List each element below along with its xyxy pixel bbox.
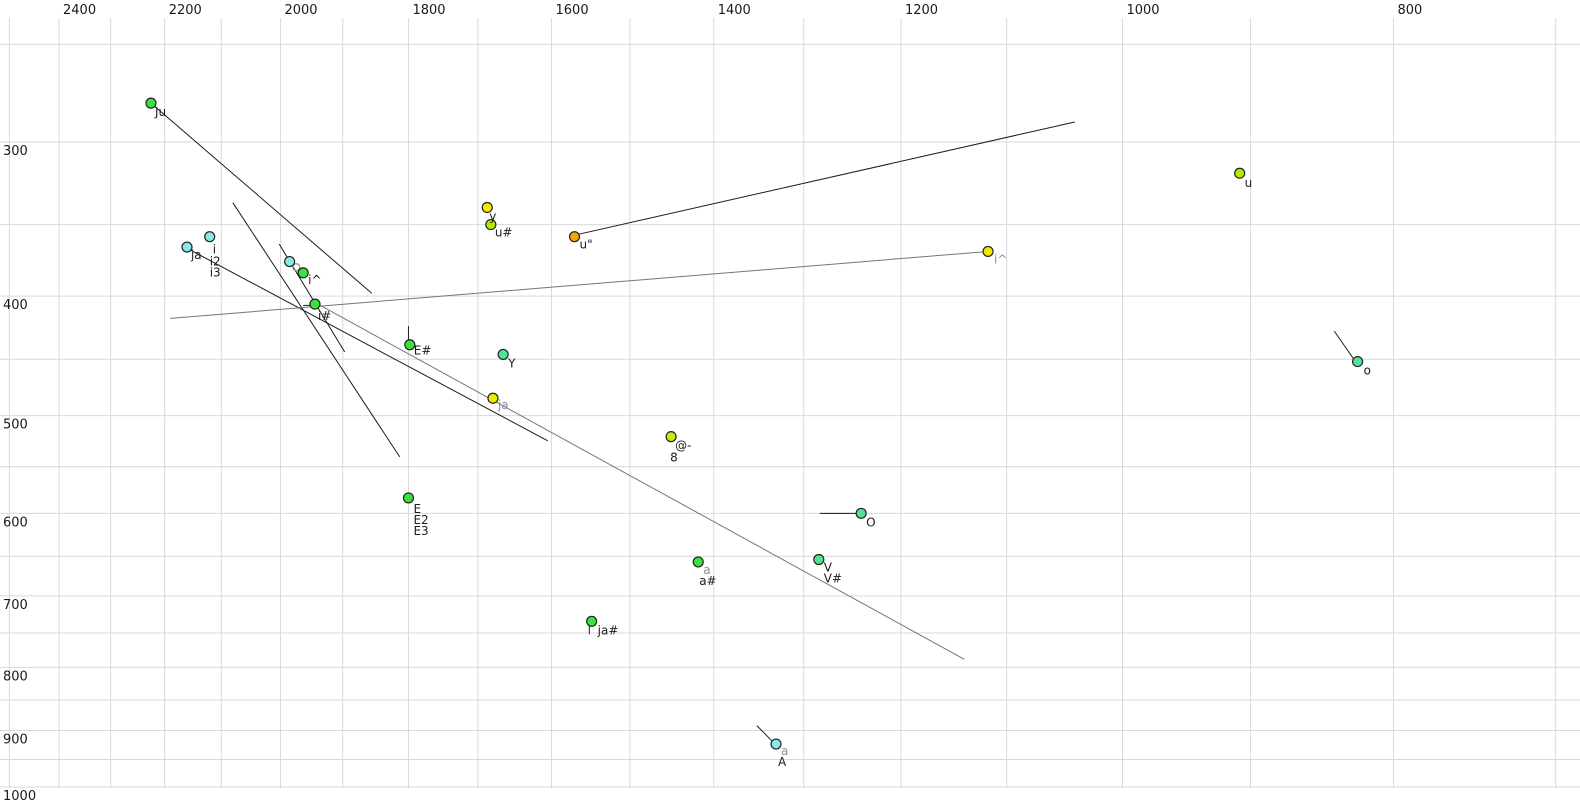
data-point-schwa[interactable]: [665, 431, 677, 443]
axis-layer: 2400 2200 2000 1800 1600 1400 1200 1000 800 300 40…: [3, 3, 1422, 800]
trajectory-line: [312, 301, 965, 660]
point-label: i^: [308, 273, 321, 287]
point-label: A: [778, 755, 787, 769]
trajectory-line: [187, 248, 548, 442]
trajectory-line: [232, 202, 401, 458]
data-point-Ju[interactable]: [145, 97, 157, 109]
x-axis-tick-label: 2200: [169, 3, 202, 18]
trajectory-line: [170, 250, 989, 319]
point-label: V: [824, 560, 833, 574]
trajectory-layer: [150, 102, 1356, 743]
x-axis-tick-label: 2400: [63, 3, 96, 18]
point-label: i#: [318, 309, 331, 323]
point-label: i2: [210, 255, 221, 269]
x-axis-tick-label: 1400: [718, 3, 751, 18]
y-axis-tick-label: 900: [3, 733, 28, 748]
point-layer: [145, 97, 1364, 750]
data-point-O[interactable]: [855, 507, 867, 519]
data-point-u-uml[interactable]: [568, 231, 581, 243]
data-point-u-sharp[interactable]: [485, 218, 497, 231]
data-point-a-sharp[interactable]: [692, 556, 704, 568]
y-axis-tick-label: 300: [3, 144, 28, 159]
point-label: u#: [495, 226, 513, 240]
y-axis-tick-label: 700: [3, 598, 28, 613]
point-label: y: [489, 209, 496, 223]
point-label: Ju: [154, 105, 166, 119]
data-point-i[interactable]: [204, 231, 216, 243]
point-label: i: [213, 243, 216, 257]
point-label: E: [413, 502, 421, 516]
point-label: Y: [507, 356, 516, 370]
data-point-u[interactable]: [1234, 167, 1246, 179]
point-label: i^: [994, 252, 1007, 266]
y-axis-tick-label: 400: [3, 298, 28, 313]
point-label: ja#: [597, 623, 619, 637]
open-ring-marker[interactable]: [292, 263, 301, 272]
data-point-V-sharp[interactable]: [813, 553, 825, 566]
point-label: u: [1245, 176, 1253, 190]
point-label: O: [866, 515, 875, 529]
data-point-E-sharp[interactable]: [404, 339, 416, 351]
point-label: E2: [413, 513, 428, 527]
data-point-A[interactable]: [770, 738, 782, 750]
trajectory-line: [150, 102, 373, 294]
point-label: ja: [190, 248, 202, 262]
point-label: E3: [413, 524, 428, 538]
data-point-ja1[interactable]: [181, 241, 193, 253]
point-label: @-: [675, 439, 691, 453]
y-axis-tick-label: 600: [3, 515, 28, 530]
data-point-i-hat-y[interactable]: [982, 245, 994, 258]
x-axis-tick-label: 2000: [284, 3, 317, 18]
point-label: a#: [699, 574, 716, 588]
point-label: i3: [210, 266, 221, 280]
x-axis-tick-label: 1000: [1126, 3, 1159, 18]
point-label: V#: [824, 571, 842, 585]
point-label: u": [580, 238, 593, 252]
trajectory-line: [1333, 330, 1356, 361]
point-label: ja: [497, 398, 509, 412]
grid-layer: [0, 18, 1580, 788]
trajectory-line: [574, 121, 1075, 236]
data-point-o[interactable]: [1352, 355, 1364, 368]
data-point-ja2[interactable]: [487, 392, 499, 404]
x-axis-tick-label: 1800: [412, 3, 445, 18]
data-point-i-sharp[interactable]: [309, 298, 321, 310]
data-point-E[interactable]: [402, 492, 415, 504]
data-point-ja-sharp[interactable]: [586, 615, 598, 627]
point-label: o: [1364, 364, 1371, 378]
y-axis-tick-label: 800: [3, 669, 28, 684]
point-label: E#: [414, 344, 432, 358]
data-point-i-hat-g[interactable]: [297, 267, 309, 279]
y-axis-tick-label: 1000: [3, 789, 36, 800]
trajectory-line: [756, 725, 774, 743]
y-axis-tick-label: 500: [3, 418, 28, 433]
point-label: 8: [670, 451, 678, 465]
data-point-y[interactable]: [481, 201, 493, 214]
x-axis-tick-label: 800: [1398, 3, 1423, 18]
data-point-i-cyan[interactable]: [284, 255, 296, 268]
point-label: a: [703, 563, 710, 577]
x-axis-tick-label: 1200: [905, 3, 938, 18]
point-label: a: [781, 744, 788, 758]
x-axis-tick-label: 1600: [556, 3, 589, 18]
data-point-Y[interactable]: [497, 348, 509, 361]
